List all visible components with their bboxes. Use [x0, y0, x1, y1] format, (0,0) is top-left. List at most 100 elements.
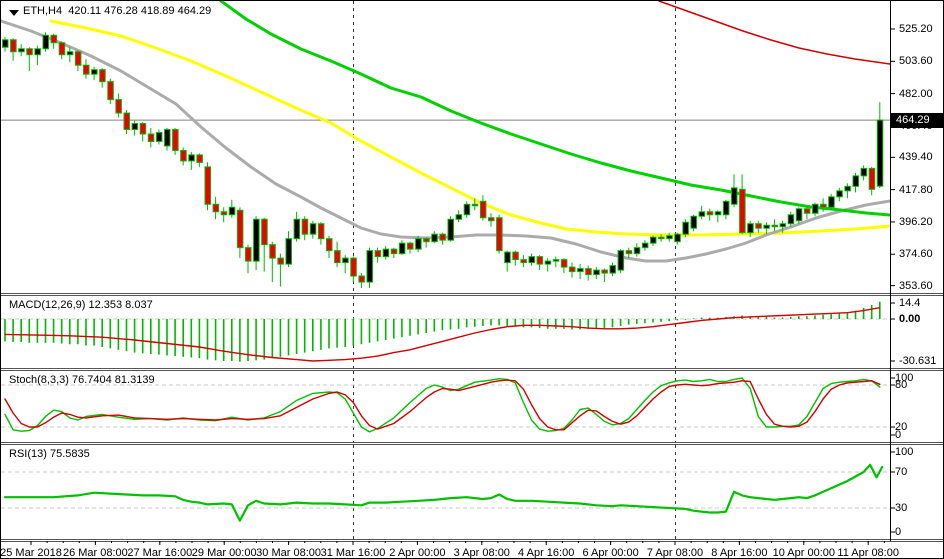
- candle-body: [228, 206, 236, 216]
- candle-body: [496, 217, 503, 252]
- time-axis-label: 26 Mar 08:00: [62, 547, 128, 559]
- candle-body: [374, 250, 382, 258]
- candle-body: [747, 223, 754, 234]
- candle-body: [407, 242, 414, 250]
- candle-body: [690, 215, 697, 229]
- stoch-indicator-name: Stoch(8,3,3): [9, 374, 69, 386]
- candle-body: [172, 129, 179, 151]
- candle-body: [787, 214, 795, 225]
- rsi-axis-label: 30: [895, 502, 908, 514]
- candle-body: [366, 250, 373, 283]
- candle-body: [714, 211, 722, 216]
- rsi-axis-label: 70: [895, 466, 908, 478]
- candle-body: [431, 233, 438, 243]
- price-axis-label: 439.40: [899, 151, 933, 164]
- candle-body: [220, 211, 228, 216]
- candle-body: [74, 51, 82, 66]
- macd-indicator-values: 12.353 8.037: [88, 299, 153, 311]
- time-axis-label: 2 Apr 00:00: [389, 547, 446, 559]
- candle-body: [99, 69, 106, 83]
- candle-body: [34, 48, 41, 56]
- rsi-indicator-values: 75.5835: [49, 448, 90, 460]
- high-value: 476.28: [104, 5, 138, 17]
- time-axis-label: 27 Mar 16:00: [127, 547, 193, 559]
- candle-body: [674, 233, 681, 243]
- candle-body: [739, 188, 746, 234]
- candle-body: [123, 112, 130, 131]
- yellow-ma-line: [49, 19, 890, 237]
- candle-body: [771, 224, 778, 228]
- time-axis-label: 10 Apr 00:00: [772, 547, 835, 559]
- candle-body: [18, 48, 25, 53]
- candle-body: [415, 238, 422, 250]
- price-axis-label: 482.00: [899, 87, 933, 100]
- candle-body: [820, 203, 827, 208]
- candle-body: [504, 251, 511, 264]
- candle-body: [334, 250, 341, 264]
- stoch-indicator-values: 76.7404 81.3139: [71, 374, 155, 386]
- candle-body: [261, 218, 268, 246]
- candle-body: [852, 175, 859, 187]
- candle-body: [423, 238, 430, 243]
- rsi-line: [3, 463, 884, 522]
- candle-body: [836, 190, 843, 198]
- candle-body: [876, 119, 884, 187]
- price-axis-label: 396.20: [899, 215, 933, 228]
- main-chart-plot[interactable]: [1, 1, 890, 293]
- candle-body: [731, 187, 738, 205]
- time-axis-label: 6 Apr 00:00: [582, 547, 639, 559]
- candle-body: [139, 123, 147, 135]
- candle-body: [10, 39, 17, 53]
- candle-body: [650, 236, 657, 244]
- stoch-pane-label: Stoch(8,3,3) 76.7404 81.3139: [9, 374, 155, 386]
- stoch-pane-plot[interactable]: [1, 371, 890, 442]
- stoch-axis-label: 0: [895, 429, 902, 441]
- candle-body: [641, 242, 649, 249]
- candle-body: [2, 39, 9, 48]
- candle-body: [58, 42, 66, 56]
- candle-body: [463, 203, 471, 216]
- macd-axis-label: 14.4: [899, 297, 921, 309]
- candle-body: [544, 260, 552, 265]
- candle-body: [779, 223, 787, 228]
- candle-body: [577, 268, 584, 273]
- candle-body: [196, 154, 203, 163]
- rsi-pane-plot[interactable]: [1, 445, 890, 539]
- candle-body: [512, 251, 519, 261]
- current-price-badge: 464.29: [891, 113, 943, 128]
- macd-axis-label: 0.00: [899, 313, 921, 325]
- candle-body: [107, 81, 114, 101]
- candle-body: [285, 238, 292, 265]
- time-axis-label: 11 Apr 08:00: [837, 547, 899, 559]
- candle-body: [552, 259, 560, 262]
- stoch-d-line: [4, 379, 881, 431]
- symbol-dropdown-icon[interactable]: [9, 10, 19, 16]
- candle-body: [844, 185, 851, 192]
- candle-body: [633, 247, 641, 255]
- candle-body: [625, 250, 633, 255]
- candle-body: [180, 149, 187, 162]
- candle-body: [447, 218, 454, 241]
- macd-axis-label: -30.631: [899, 355, 937, 367]
- candle-body: [439, 233, 446, 241]
- candle-body: [560, 259, 568, 268]
- candle-body: [706, 211, 714, 216]
- candle-body: [601, 269, 608, 274]
- candle-body: [585, 268, 592, 276]
- candle-body: [317, 223, 325, 240]
- time-axis-label: 3 Apr 08:00: [453, 547, 510, 559]
- candle-body: [479, 200, 487, 219]
- candle-body: [520, 259, 527, 264]
- macd-pane-label: MACD(12,26,9) 12.353 8.037: [9, 299, 153, 311]
- price-axis-label: 374.60: [899, 248, 933, 261]
- candle-body: [722, 200, 730, 216]
- symbol-ohlc-label: ETH,H4 420.11 476.28 418.89 464.29: [23, 5, 211, 17]
- macd-pane-plot[interactable]: [1, 296, 890, 368]
- rsi-indicator-name: RSI(13): [9, 448, 47, 460]
- rsi-axis-label: 0: [895, 526, 902, 538]
- candle-body: [342, 257, 349, 264]
- gray-ma-line: [1, 19, 890, 263]
- candle-body: [115, 99, 122, 114]
- time-axis-label: 30 Mar 08:00: [256, 547, 322, 559]
